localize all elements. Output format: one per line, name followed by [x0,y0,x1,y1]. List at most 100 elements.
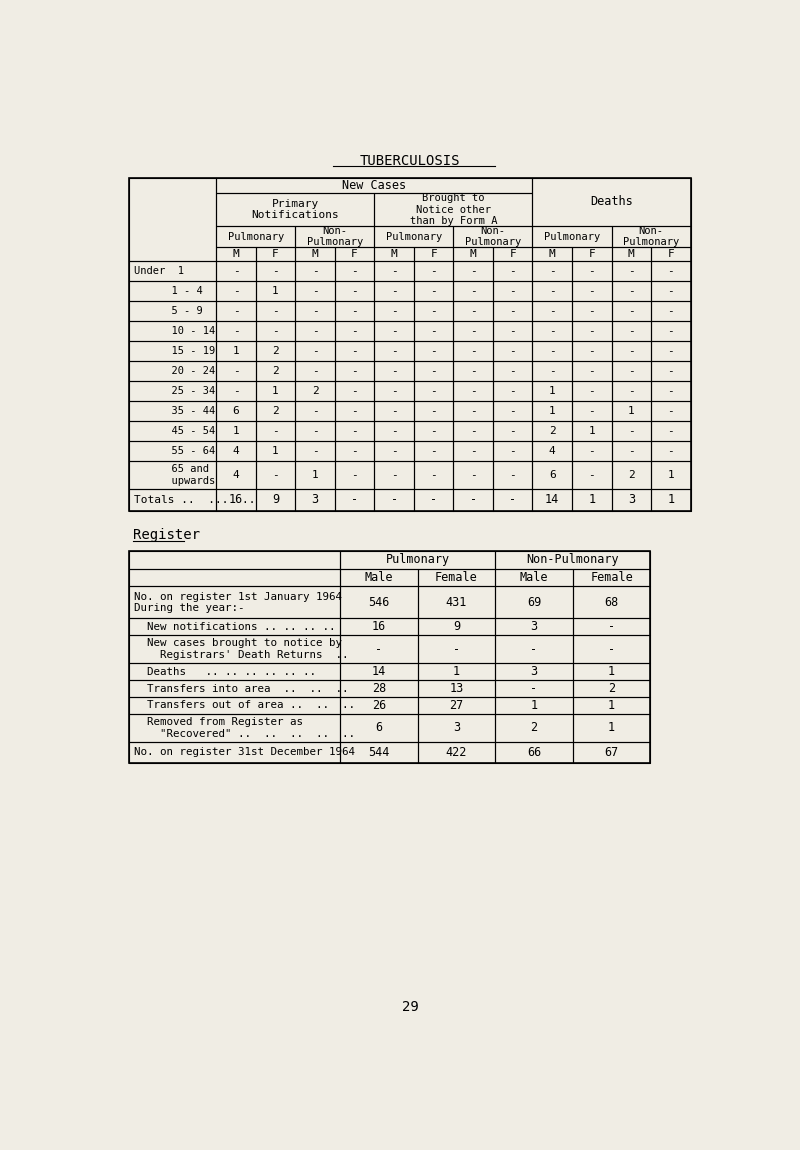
Bar [533,282,572,301]
Bar [216,261,256,282]
Bar [216,247,256,261]
Bar [130,551,650,764]
Bar [374,489,414,511]
Bar [130,178,690,511]
Bar [651,261,690,282]
Text: -: - [470,493,477,506]
Bar [130,261,216,282]
Text: Totals ..  ...  ..: Totals .. ... .. [134,494,256,505]
Bar [414,382,454,401]
Text: -: - [470,286,477,297]
Bar [573,714,650,742]
Text: -: - [390,386,398,397]
Bar [216,301,256,321]
Text: -: - [667,446,674,457]
Text: 1: 1 [608,665,615,678]
Bar [374,301,414,321]
Bar [216,382,256,401]
Bar [256,421,295,442]
Text: 65 and
      upwards: 65 and upwards [134,465,215,486]
Bar [256,361,295,382]
Text: -: - [272,327,279,336]
Text: 1: 1 [628,406,634,416]
Bar [493,442,533,461]
Bar [295,247,335,261]
Text: -: - [510,346,516,356]
Text: -: - [667,266,674,276]
Text: -: - [233,286,239,297]
Text: 1: 1 [588,493,595,506]
Text: M: M [470,250,477,259]
Text: 14: 14 [545,493,559,506]
Bar [256,261,295,282]
Bar [130,382,216,401]
Bar [651,342,690,361]
Text: -: - [312,446,318,457]
Bar [572,301,611,321]
Text: -: - [588,406,595,416]
Bar [418,742,495,764]
Bar [572,421,611,442]
Bar [572,282,611,301]
Text: Male: Male [520,572,548,584]
Text: -: - [628,386,634,397]
Bar [414,401,454,421]
Text: 16: 16 [229,493,243,506]
Bar [651,489,690,511]
Bar [340,697,418,714]
Text: -: - [351,493,358,506]
Bar [651,401,690,421]
Bar [611,225,690,247]
Text: F: F [667,250,674,259]
Text: 69: 69 [527,596,541,608]
Text: 1: 1 [608,699,615,712]
Text: 2: 2 [608,682,615,695]
Text: Register: Register [133,528,199,543]
Text: 1: 1 [667,470,674,481]
Text: 1: 1 [233,346,239,356]
Bar [295,361,335,382]
Bar [572,261,611,282]
Text: Brought to
Notice other
than by Form A: Brought to Notice other than by Form A [410,193,497,227]
Text: -: - [470,367,477,376]
Bar [495,569,573,586]
Text: -: - [351,386,358,397]
Bar [533,461,572,489]
Text: 1: 1 [588,427,595,436]
Bar [340,664,418,680]
Bar [130,636,340,664]
Text: -: - [390,406,398,416]
Text: 3: 3 [628,493,635,506]
Bar [414,361,454,382]
Text: Pulmonary: Pulmonary [386,553,450,567]
Text: -: - [233,306,239,316]
Text: 29: 29 [402,999,418,1013]
Text: F: F [588,250,595,259]
Bar [130,178,216,261]
Text: -: - [430,306,437,316]
Text: -: - [510,327,516,336]
Bar [414,282,454,301]
Text: -: - [470,470,477,481]
Text: New Cases: New Cases [342,179,406,192]
Text: -: - [430,406,437,416]
Text: -: - [390,286,398,297]
Bar [340,680,418,697]
Bar [216,461,256,489]
Bar [374,342,414,361]
Text: 1: 1 [667,493,674,506]
Bar [495,636,573,664]
Text: -: - [351,327,358,336]
Bar [533,342,572,361]
Text: -: - [628,286,634,297]
Bar [454,489,493,511]
Text: -: - [510,266,516,276]
Bar [495,551,650,569]
Bar [611,247,651,261]
Text: -: - [667,427,674,436]
Bar [572,489,611,511]
Bar [130,569,340,586]
Text: -: - [588,327,595,336]
Text: -: - [430,386,437,397]
Bar [414,321,454,342]
